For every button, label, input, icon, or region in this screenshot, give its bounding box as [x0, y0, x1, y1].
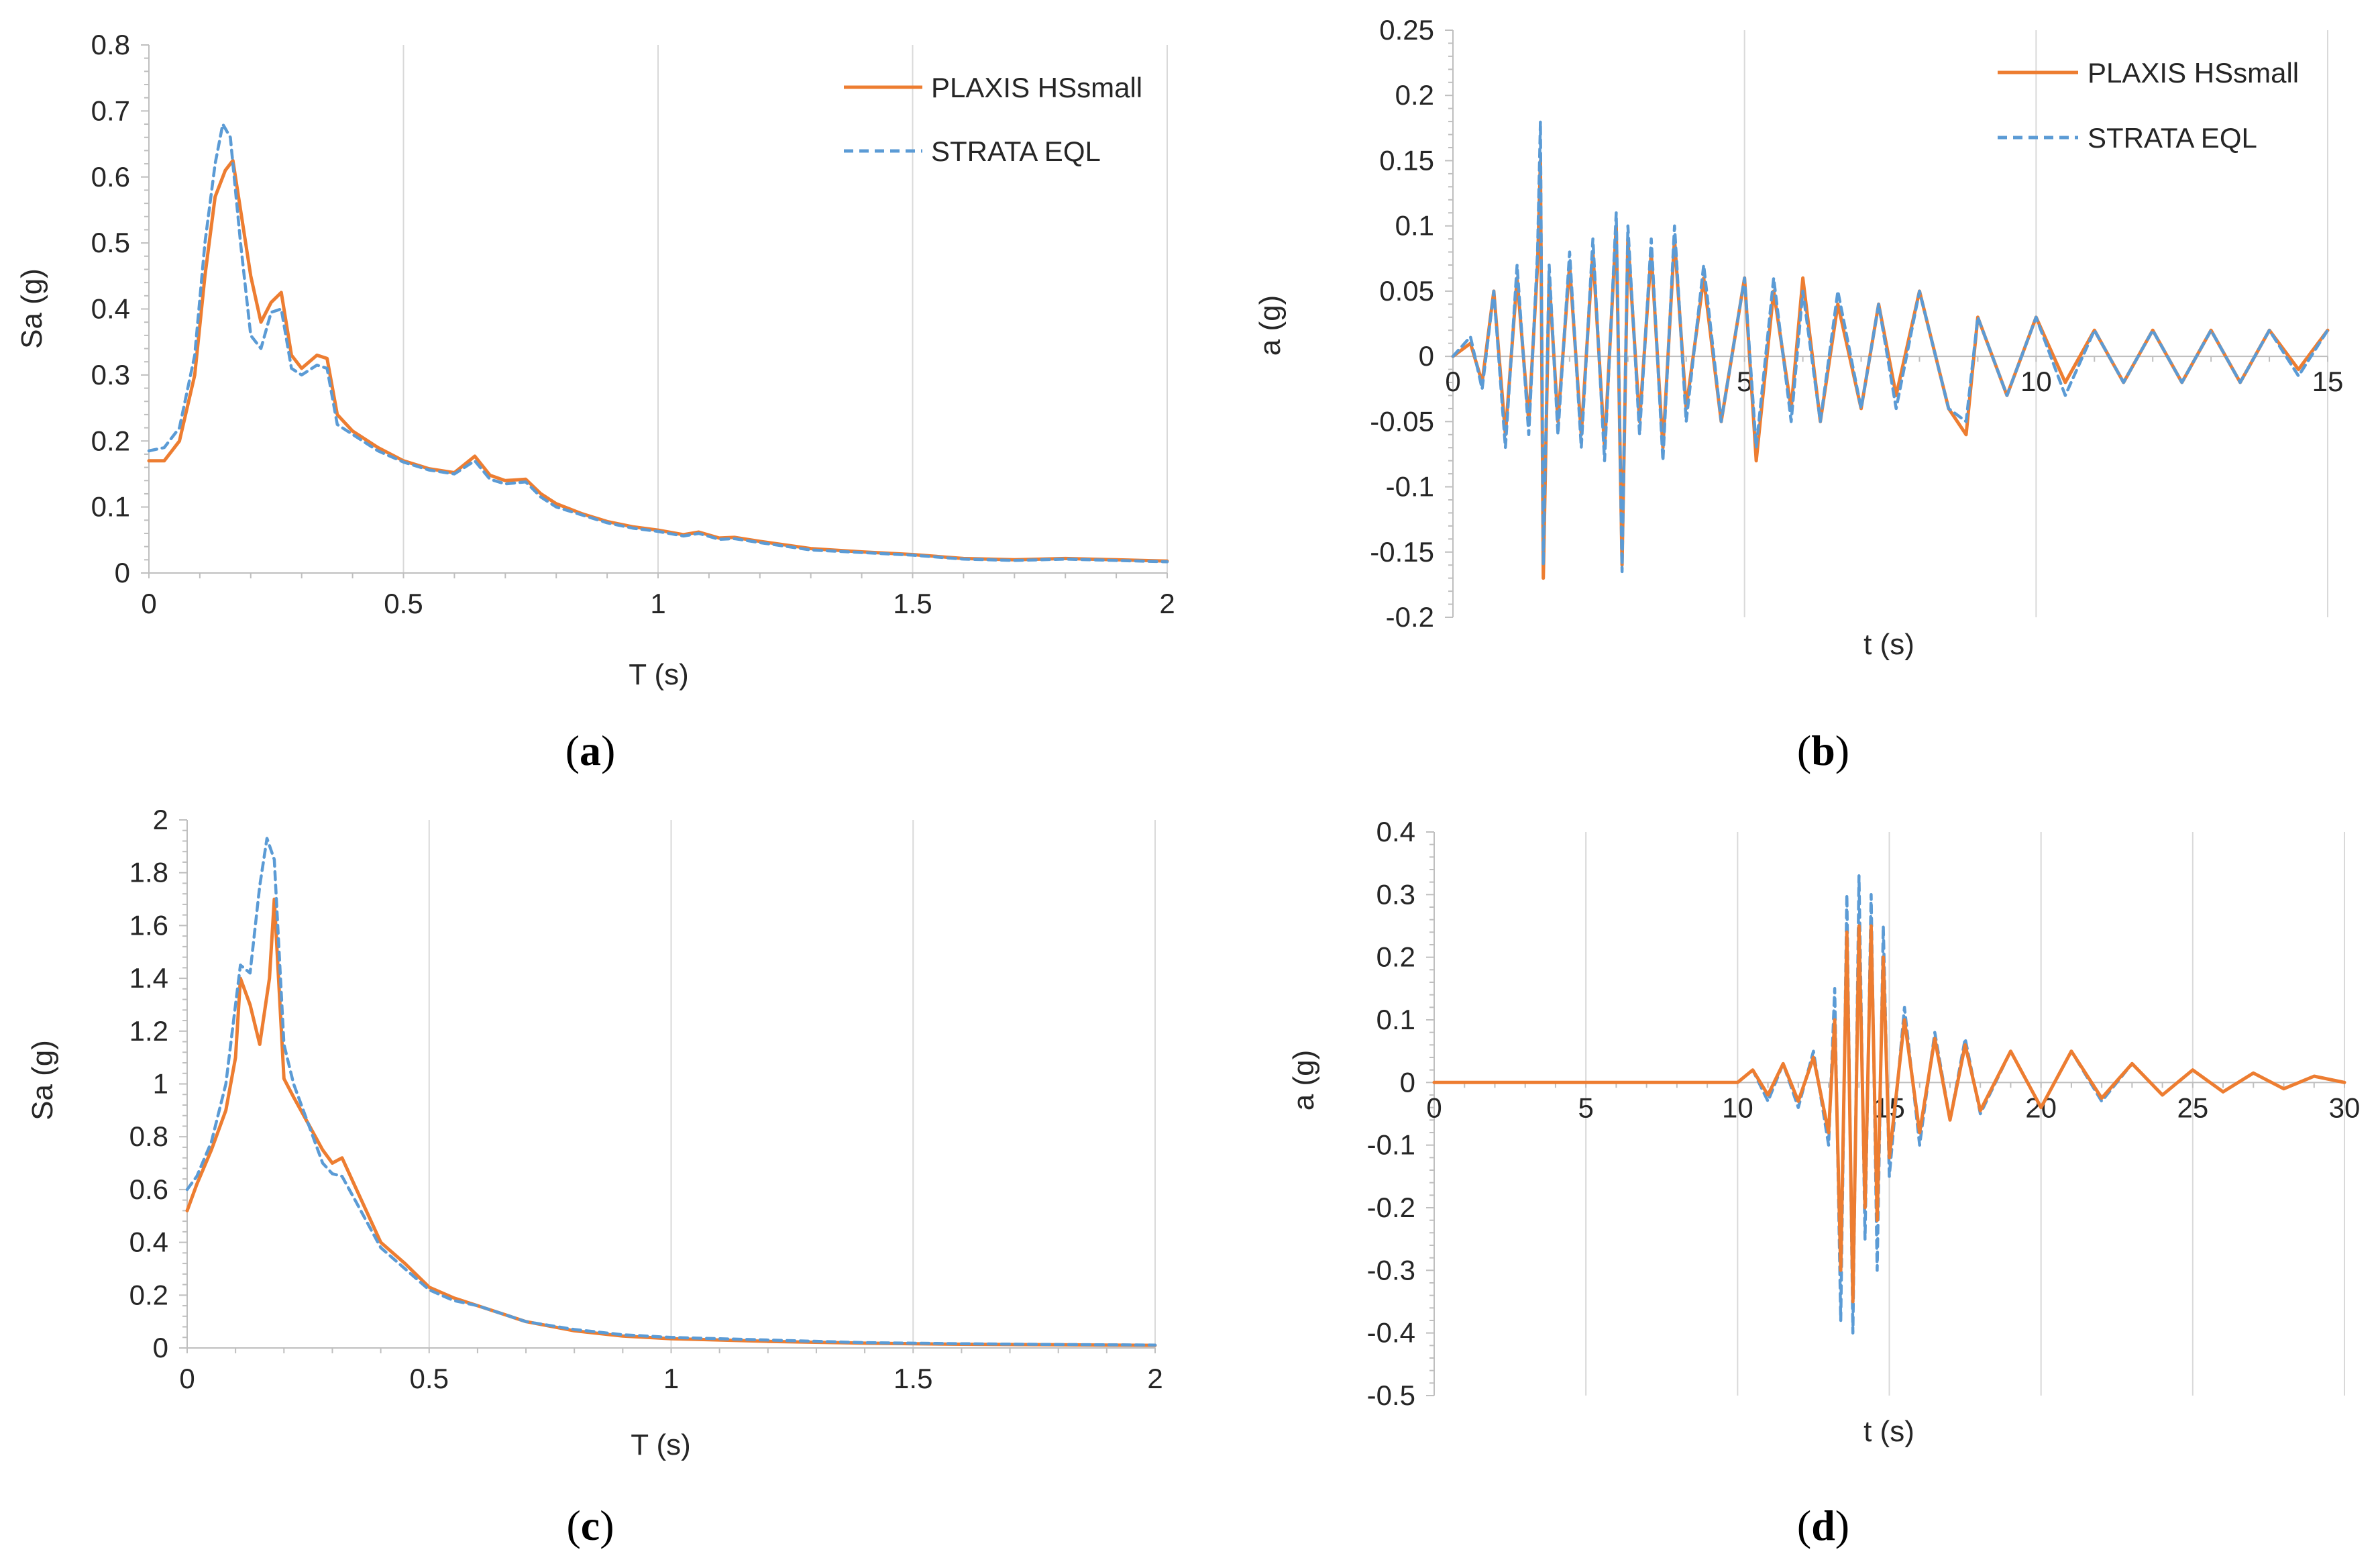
panel-b-y-tick-label: 0.1: [1395, 210, 1434, 242]
panel-c-y-tick-label: 1.4: [129, 962, 168, 994]
panel-a-caption-letter: a: [580, 727, 601, 774]
panel-a-x-tick-label: 2: [1159, 588, 1175, 619]
panel-d-x-tick-label: 0: [1426, 1092, 1442, 1123]
panel-d-y-tick-label: 0.3: [1376, 878, 1415, 910]
panel-d-y-tick-label: 0.1: [1376, 1004, 1415, 1035]
panel-d-y-tick-label: -0.4: [1367, 1317, 1415, 1349]
legend-a-plaxis-label: PLAXIS HSsmall: [931, 72, 1142, 103]
panel-c-x-tick-label: 0: [179, 1363, 195, 1394]
panel-d-x-tick-label: 10: [1722, 1092, 1753, 1123]
panel-d-series-plaxis: [1432, 924, 2346, 1304]
panel-b-y-tick-label: -0.05: [1370, 405, 1434, 437]
panel-d-y-tick-label: -0.1: [1367, 1129, 1415, 1161]
panel-d-xlabel: t (s): [1863, 1415, 1914, 1448]
panel-b-y-tick-label: -0.1: [1386, 471, 1434, 503]
panel-c-y-tick-label: 0.4: [129, 1227, 168, 1258]
panel-b-y-tick-label: 0: [1419, 340, 1434, 372]
panel-a-x-tick-label: 0: [141, 588, 156, 619]
panel-b-caption: (b): [1797, 727, 1849, 774]
panel-a-x-tick-label: 0.5: [384, 588, 423, 619]
panel-a-y-tick-label: 0.5: [91, 227, 130, 258]
panel-b-x-tick-label: 10: [2020, 366, 2052, 397]
panel-c-ylabel: Sa (g): [26, 1040, 59, 1120]
panel-c-y-tick-label: 1: [153, 1068, 168, 1100]
panel-a-y-tick-label: 0.3: [91, 359, 130, 390]
panel-b-x-tick-label: 0: [1445, 366, 1460, 397]
panel-d-y-tick-label: 0.2: [1376, 941, 1415, 973]
panel-c-y-tick-label: 0.2: [129, 1279, 168, 1310]
panel-c-y-tick-label: 0.8: [129, 1120, 168, 1152]
panel-a-x-tick-label: 1.5: [893, 588, 932, 619]
panel-d-y-tick-label: -0.2: [1367, 1192, 1415, 1223]
panel-d-ylabel: a (g): [1287, 1050, 1320, 1110]
legend-a-strata-label: STRATA EQL: [931, 136, 1101, 167]
panel-a-series-plaxis: [147, 158, 1169, 563]
panel-c-y-tick-label: 0.6: [129, 1174, 168, 1205]
panel-c-chart: 0 0.2 0.4 0.6 0.8 1 1.2 1.4 1.6 1.8 2 0 0.5 1 1.5 2 Sa …: [26, 804, 1163, 1549]
panel-c-xlabel: T (s): [631, 1428, 691, 1461]
panel-c-x-tick-label: 0.5: [410, 1363, 449, 1394]
panel-d-x-tick-label: 5: [1578, 1092, 1593, 1123]
legend-b-plaxis-label: PLAXIS HSsmall: [2088, 57, 2299, 89]
panel-c-x-tick-label: 1.5: [894, 1363, 932, 1394]
panel-a-ylabel: Sa (g): [15, 268, 48, 349]
panel-b-xlabel: t (s): [1863, 628, 1914, 661]
panel-c-y-tick-label: 0: [153, 1332, 168, 1363]
panel-a-chart: 0 0.1 0.2 0.3 0.4 0.5 0.6 0.7 0.8 0 0.5 1 1.5 2 Sa (g…: [15, 29, 1175, 774]
panel-b-legend: PLAXIS HSsmall STRATA EQL: [1998, 57, 2299, 154]
panel-a-y-tick-label: 0: [115, 557, 130, 588]
panel-d-plot: -0.5-0.4-0.3-0.2-0.100.10.20.30.40 5 10 15 2…: [1367, 816, 2361, 1411]
panel-a-caption: (a): [565, 727, 616, 774]
panel-a-y-tick-label: 0.8: [91, 29, 130, 60]
panel-c-series-strata: [185, 837, 1157, 1347]
panel-c-caption-letter: c: [581, 1502, 600, 1549]
legend-b-strata-label: STRATA EQL: [2088, 122, 2257, 154]
panel-c-y-tick-label: 2: [153, 804, 168, 835]
panel-b-y-tick-label: -0.2: [1386, 601, 1434, 633]
panel-b-y-tick-label: 0.15: [1379, 144, 1434, 176]
panel-c-y-tick-label: 1.2: [129, 1015, 168, 1047]
panel-d-y-tick-label: 0.4: [1376, 816, 1415, 847]
panel-a-xlabel: T (s): [629, 658, 689, 691]
panel-b-x-tick-label: 5: [1737, 366, 1752, 397]
panel-d-caption-letter: d: [1811, 1502, 1835, 1549]
panel-a-y-tick-label: 0.2: [91, 425, 130, 456]
panel-b-y-tick-label: 0.2: [1395, 79, 1434, 111]
panel-c-x-tick-label: 1: [663, 1363, 679, 1394]
panel-c-y-tick-label: 1.6: [129, 909, 168, 941]
panel-a-plot: 0 0.1 0.2 0.3 0.4 0.5 0.6 0.7 0.8 0 0.5 1 1.5 2: [91, 29, 1175, 619]
panel-b-y-tick-label: 0.05: [1379, 275, 1434, 307]
panel-d-x-tick-label: 30: [2329, 1092, 2361, 1123]
panel-a-legend: PLAXIS HSsmall STRATA EQL: [844, 72, 1142, 167]
panel-a-x-tick-label: 1: [650, 588, 665, 619]
panel-b-caption-letter: b: [1811, 727, 1835, 774]
panel-c-caption: (c): [566, 1502, 614, 1549]
panel-b-x-tick-label: 15: [2312, 366, 2344, 397]
panel-b-plot: -0.2 -0.15 -0.1 -0.05 0 0.05 0.1 0.15 0.2 0.25 0 5 1…: [1370, 14, 2343, 633]
panel-c-plot: 0 0.2 0.4 0.6 0.8 1 1.2 1.4 1.6 1.8 2 0 0.5 1 1.5 2: [129, 804, 1163, 1394]
panel-b-ylabel: a (g): [1254, 295, 1287, 356]
panel-b-y-tick-label: 0.25: [1379, 14, 1434, 46]
panel-d-y-tick-label: -0.3: [1367, 1254, 1415, 1286]
panel-d-y-tick-label: -0.5: [1367, 1379, 1415, 1411]
panel-a-y-tick-label: 0.1: [91, 491, 130, 523]
panel-a-series-strata: [147, 122, 1169, 564]
panel-a-y-tick-label: 0.6: [91, 161, 130, 193]
panel-b-series-strata: [1451, 119, 2330, 574]
panel-b-chart: -0.2 -0.15 -0.1 -0.05 0 0.05 0.1 0.15 0.2 0.25 0 5 1…: [1254, 14, 2343, 774]
panel-d-caption: (d): [1797, 1502, 1849, 1549]
panel-c-x-tick-label: 2: [1147, 1363, 1162, 1394]
panel-d-x-tick-label: 25: [2177, 1092, 2208, 1123]
panel-d-chart: -0.5-0.4-0.3-0.2-0.100.10.20.30.40 5 10 15 2…: [1287, 816, 2360, 1549]
panel-d-y-tick-label: 0: [1400, 1066, 1415, 1098]
panel-a-y-tick-label: 0.4: [91, 293, 130, 325]
panel-b-y-tick-label: -0.15: [1370, 536, 1434, 568]
panel-c-y-tick-label: 1.8: [129, 857, 168, 888]
panel-a-y-tick-label: 0.7: [91, 95, 130, 126]
